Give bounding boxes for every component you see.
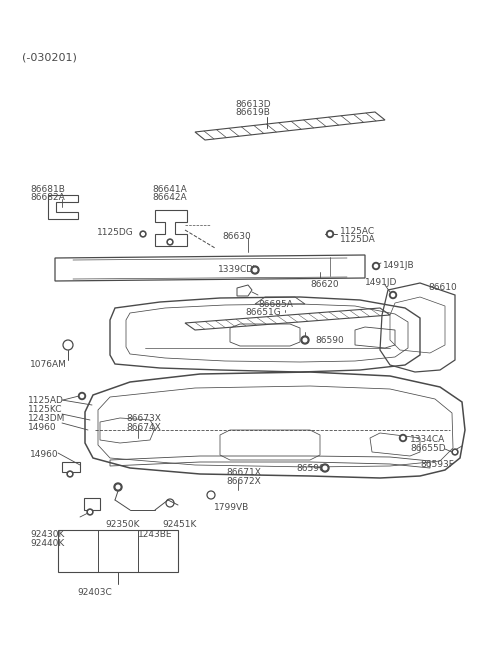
Text: 1125AC: 1125AC [340,227,375,236]
Text: 86673X: 86673X [126,414,161,423]
Circle shape [114,483,122,491]
Text: 1243DM: 1243DM [28,414,65,423]
Circle shape [251,266,259,274]
Circle shape [116,485,120,489]
Text: 92440K: 92440K [30,539,64,548]
Text: 86671X: 86671X [226,468,261,477]
Text: 14960: 14960 [28,423,57,432]
Text: 1339CD: 1339CD [218,265,254,274]
Circle shape [89,511,91,514]
Circle shape [391,293,395,297]
Bar [58,530,178,572]
Circle shape [87,509,93,515]
Text: 86630: 86630 [222,232,251,241]
Text: 86593F: 86593F [420,460,454,469]
Text: 86619B: 86619B [236,108,270,117]
Text: 86685A: 86685A [258,300,293,309]
Circle shape [326,231,334,238]
Text: 86590: 86590 [296,464,325,473]
Text: 86681B: 86681B [30,185,65,194]
Circle shape [372,263,380,269]
Text: 1076AM: 1076AM [30,360,67,369]
Circle shape [401,436,405,440]
Text: (-030201): (-030201) [22,52,77,62]
Circle shape [454,451,456,453]
Text: 86682A: 86682A [30,193,65,202]
Text: 92430K: 92430K [30,530,64,539]
Text: 92350K: 92350K [105,520,140,529]
Text: 92403C: 92403C [78,588,112,597]
Circle shape [142,233,144,235]
Text: 86674X: 86674X [126,423,161,432]
Circle shape [452,449,458,455]
Circle shape [323,466,327,470]
Circle shape [69,473,72,476]
Circle shape [253,268,257,272]
Text: 1125KC: 1125KC [28,405,62,414]
Circle shape [321,464,329,472]
Text: 1125DA: 1125DA [340,235,376,244]
Text: 86613D: 86613D [235,100,271,109]
Text: 86651G: 86651G [245,308,281,317]
Text: 86655D: 86655D [410,444,445,453]
Circle shape [81,394,84,398]
Text: 86610: 86610 [428,283,457,292]
Text: 1243BE: 1243BE [138,530,172,539]
Text: 86641A: 86641A [152,185,187,194]
Text: 86590: 86590 [315,336,344,345]
Text: 1125DG: 1125DG [97,228,134,237]
Text: 86620: 86620 [310,280,338,289]
Circle shape [374,265,378,268]
Text: 86642A: 86642A [152,193,187,202]
Circle shape [140,231,146,237]
Text: 1491JD: 1491JD [365,278,397,287]
Circle shape [303,338,307,342]
Circle shape [67,471,73,477]
Circle shape [399,434,407,441]
Text: 14960: 14960 [30,450,59,459]
Text: 1799VB: 1799VB [214,503,249,512]
Text: 92451K: 92451K [162,520,196,529]
Text: 1125AD: 1125AD [28,396,64,405]
Circle shape [301,336,309,344]
Text: 1491JB: 1491JB [383,261,415,270]
Circle shape [168,240,171,244]
Circle shape [167,239,173,245]
Text: 86672X: 86672X [226,477,261,486]
Text: 1334CA: 1334CA [410,435,445,444]
Circle shape [389,291,396,299]
Circle shape [79,392,85,400]
Circle shape [328,233,332,236]
